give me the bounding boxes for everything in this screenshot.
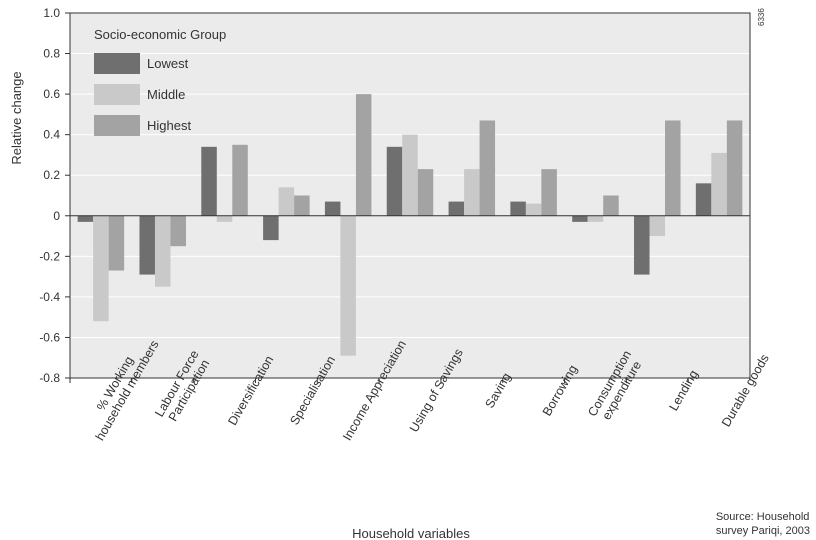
bar-middle-0 bbox=[93, 215, 109, 322]
legend-swatch-highest bbox=[94, 115, 140, 136]
source-line-1: Source: Household bbox=[715, 511, 810, 523]
bar-lowest-6 bbox=[448, 201, 465, 216]
y-tick-label: 0 bbox=[53, 209, 60, 223]
y-tick-label: 0.6 bbox=[43, 87, 60, 101]
legend-swatch-lowest bbox=[94, 53, 140, 74]
bar-highest-4 bbox=[355, 94, 372, 216]
bar-middle-9 bbox=[649, 215, 666, 237]
bar-lowest-0 bbox=[77, 215, 94, 222]
y-tick-label: 1.0 bbox=[43, 6, 60, 20]
y-axis-title: Relative change bbox=[9, 71, 24, 164]
bar-highest-10 bbox=[726, 120, 743, 216]
legend-title: Socio-economic Group bbox=[94, 27, 226, 42]
bar-middle-7 bbox=[525, 203, 542, 216]
bar-middle-5 bbox=[402, 134, 418, 216]
y-tick-label: 0.2 bbox=[43, 168, 60, 182]
bar-highest-2 bbox=[232, 144, 248, 216]
bar-lowest-3 bbox=[263, 215, 279, 241]
bar-middle-10 bbox=[711, 152, 727, 216]
bar-middle-8 bbox=[587, 215, 604, 222]
bar-lowest-8 bbox=[572, 215, 588, 222]
bar-highest-7 bbox=[541, 169, 557, 216]
bar-lowest-5 bbox=[386, 146, 403, 216]
source-line-2: survey Pariqi, 2003 bbox=[715, 525, 810, 537]
y-tick-label: -0.6 bbox=[39, 330, 60, 344]
bar-highest-1 bbox=[170, 215, 186, 247]
legend-label-middle: Middle bbox=[147, 87, 185, 102]
plot-frame bbox=[69, 12, 751, 379]
bar-lowest-2 bbox=[201, 146, 217, 216]
bar-lowest-7 bbox=[510, 201, 526, 216]
bar-middle-1 bbox=[154, 215, 171, 287]
legend-label-highest: Highest bbox=[147, 118, 191, 133]
y-tick-label: 0.4 bbox=[43, 128, 60, 142]
source-note: Source: Household survey Pariqi, 2003 bbox=[716, 510, 810, 538]
bar-highest-0 bbox=[108, 215, 125, 271]
x-axis-title: Household variables bbox=[352, 526, 470, 540]
bar-middle-2 bbox=[216, 215, 233, 222]
y-tick-label: 0.8 bbox=[43, 47, 60, 61]
bar-lowest-1 bbox=[139, 215, 155, 275]
bar-lowest-9 bbox=[634, 215, 650, 275]
bar-middle-6 bbox=[464, 169, 480, 216]
bar-highest-3 bbox=[294, 195, 310, 216]
y-tick-label: -0.2 bbox=[39, 249, 60, 263]
bar-middle-4 bbox=[340, 215, 356, 356]
bar-highest-5 bbox=[417, 169, 434, 216]
legend-swatch-middle bbox=[94, 84, 140, 105]
bar-lowest-10 bbox=[695, 183, 712, 216]
legend-label-lowest: Lowest bbox=[147, 56, 189, 71]
bar-middle-3 bbox=[278, 187, 295, 216]
bar-highest-6 bbox=[479, 120, 496, 216]
bar-highest-8 bbox=[603, 195, 619, 216]
bar-lowest-4 bbox=[324, 201, 341, 216]
y-tick-label: -0.8 bbox=[39, 371, 60, 385]
y-tick-label: -0.4 bbox=[39, 290, 60, 304]
bar-highest-9 bbox=[665, 120, 681, 216]
figure-id: 6336 bbox=[757, 8, 766, 26]
